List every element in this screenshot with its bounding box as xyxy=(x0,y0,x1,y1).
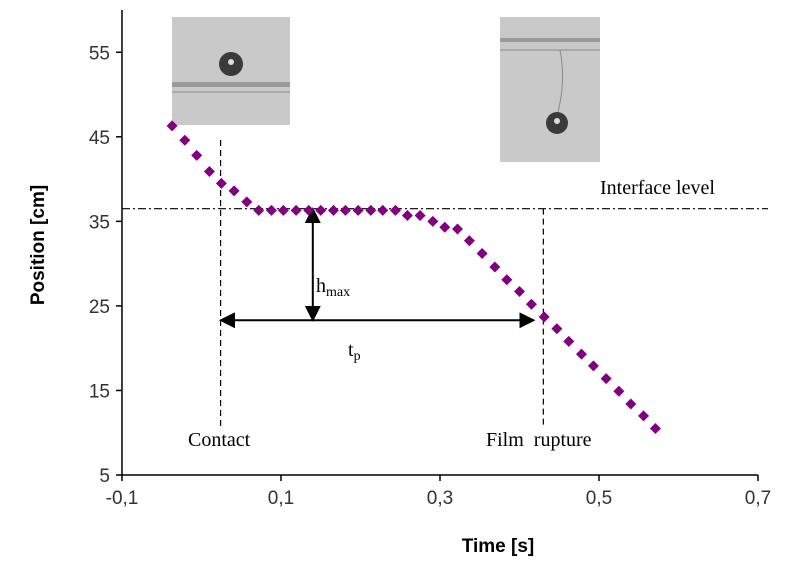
photo-rupture xyxy=(500,17,600,162)
point xyxy=(315,204,327,216)
point xyxy=(489,261,501,273)
point xyxy=(463,235,475,247)
point xyxy=(414,209,426,221)
x-tick-label: 0,7 xyxy=(745,488,771,509)
point xyxy=(277,204,289,216)
point xyxy=(638,410,650,422)
x-tick-label: 0,1 xyxy=(268,488,294,509)
y-tick-label: 5 xyxy=(99,466,110,487)
interface-label: Interface level xyxy=(600,177,715,199)
point xyxy=(228,185,240,197)
point xyxy=(401,209,413,221)
point xyxy=(551,323,563,335)
y-tick-label: 55 xyxy=(89,43,110,64)
point xyxy=(265,204,277,216)
x-tick-label: 0,3 xyxy=(427,488,453,509)
y-tick-label: 45 xyxy=(89,128,110,149)
point xyxy=(339,204,351,216)
y-axis-title: Position [cm] xyxy=(28,185,49,305)
point xyxy=(625,398,637,410)
contact-label: Contact xyxy=(188,429,251,451)
point xyxy=(576,348,588,360)
y-tick-label: 15 xyxy=(89,381,110,402)
point xyxy=(439,221,451,233)
point xyxy=(303,204,315,216)
point xyxy=(563,335,575,347)
x-tick-label: -0,1 xyxy=(106,488,139,509)
point xyxy=(215,177,227,189)
point xyxy=(290,204,302,216)
point xyxy=(514,286,525,298)
point xyxy=(327,204,339,216)
photo-contact xyxy=(172,17,290,125)
x-tick-label: 0,5 xyxy=(586,488,612,509)
point xyxy=(365,204,377,216)
point xyxy=(451,223,463,235)
point xyxy=(166,120,178,132)
point xyxy=(501,274,513,286)
t-label: tp xyxy=(348,339,361,364)
point xyxy=(377,204,389,216)
point xyxy=(427,215,439,227)
point xyxy=(203,165,215,177)
point xyxy=(587,360,599,372)
point xyxy=(352,204,364,216)
point xyxy=(525,298,537,310)
point xyxy=(389,204,401,216)
h-label: hmax xyxy=(316,275,350,300)
x-axis-title: Time [s] xyxy=(462,536,535,557)
point xyxy=(613,385,625,397)
point xyxy=(600,373,612,385)
y-tick-label: 25 xyxy=(89,297,110,318)
point xyxy=(191,149,203,161)
y-tick-label: 35 xyxy=(89,212,110,233)
point xyxy=(253,204,265,216)
point xyxy=(476,247,488,259)
point xyxy=(179,134,191,146)
point xyxy=(241,196,253,208)
point xyxy=(649,423,661,434)
rupture-label: Film rupture xyxy=(486,429,592,451)
point xyxy=(538,311,550,323)
